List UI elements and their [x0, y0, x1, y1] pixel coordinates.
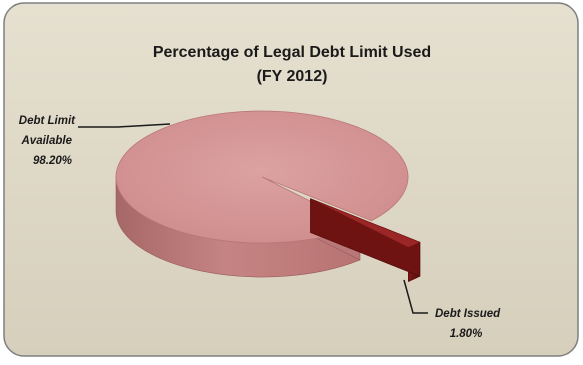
slice-label-debt-limit-available-line-2: Available — [21, 135, 73, 147]
label-debt-limit-available: Debt Limit Available 98.20% — [19, 115, 171, 167]
slice-label-debt-limit-available-line-1: Debt Limit — [19, 115, 76, 127]
slice-value-debt-issued: 1.80% — [450, 328, 483, 340]
slice-label-debt-issued: Debt Issued — [435, 308, 501, 320]
label-debt-issued: Debt Issued 1.80% — [403, 279, 501, 340]
slice-top-debt-issued — [310, 198, 421, 248]
chart-title-line-1: Percentage of Legal Debt Limit Used — [153, 44, 431, 61]
slice-top-debt-limit-available — [115, 110, 409, 244]
slice-debt-issued — [310, 198, 421, 283]
leader-line-debt-limit-available — [78, 123, 171, 128]
chart-title-line-2: (FY 2012) — [257, 68, 328, 85]
chart-title: Percentage of Legal Debt Limit Used (FY … — [153, 44, 431, 85]
pie-slices — [115, 110, 421, 283]
leader-line-debt-issued — [403, 279, 428, 314]
slice-value-debt-limit-available: 98.20% — [33, 155, 72, 167]
